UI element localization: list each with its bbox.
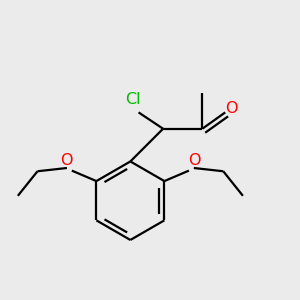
Text: O: O: [188, 153, 201, 168]
Text: O: O: [225, 100, 237, 116]
Text: O: O: [60, 153, 73, 168]
Text: Cl: Cl: [125, 92, 140, 107]
